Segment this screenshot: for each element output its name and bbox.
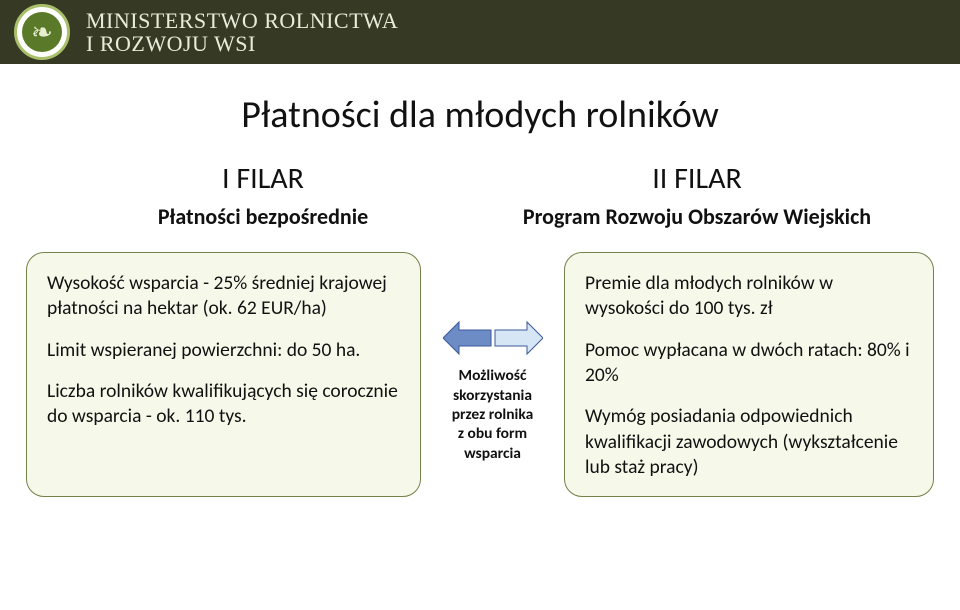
right-box-p2: Pomoc wypłacana w dwóch ratach: 80% i 20… (585, 338, 913, 389)
double-arrow-icon (443, 316, 543, 360)
left-box-p2: Limit wspieranej powierzchni: do 50 ha. (47, 338, 400, 363)
logo-disc: ❧ (22, 12, 62, 52)
slide-title: Płatności dla młodych rolników (26, 92, 934, 138)
middle-column: Możliwość skorzystania przez rolnika z o… (435, 252, 550, 497)
mid-l2: skorzystania (452, 386, 534, 405)
right-box-p3: Wymóg posiadania odpowiednich kwalifikac… (585, 404, 913, 480)
mid-l3: przez rolnika (452, 405, 534, 424)
leaf-icon: ❧ (31, 16, 53, 48)
pillar-left-name: I FILAR (66, 160, 460, 197)
pillar-left: I FILAR Płatności bezpośrednie (66, 160, 460, 230)
mid-l1: Możliwość (452, 366, 534, 385)
left-box-p1: Wysokość wsparcia - 25% średniej krajowe… (47, 271, 400, 322)
middle-caption: Możliwość skorzystania przez rolnika z o… (452, 366, 534, 463)
logo-ring: ❧ (14, 4, 70, 60)
pillar-right-subtitle: Program Rozwoju Obszarów Wiejskich (500, 203, 894, 230)
pillar-columns: I FILAR Płatności bezpośrednie II FILAR … (66, 160, 894, 230)
ministry-line1: MINISTERSTWO ROLNICTWA (86, 9, 398, 32)
arrow-right-icon (495, 322, 543, 354)
arrow-left-icon (443, 322, 491, 354)
mid-l5: wsparcia (452, 444, 534, 463)
mid-l4: z obu form (452, 424, 534, 443)
slide-body: Płatności dla młodych rolników I FILAR P… (0, 64, 960, 507)
ministry-line2: I ROZWOJU WSI (86, 32, 398, 55)
ministry-header: ❧ MINISTERSTWO ROLNICTWA I ROZWOJU WSI (0, 0, 960, 64)
right-box: Premie dla młodych rolników w wysokości … (564, 252, 934, 497)
ministry-name: MINISTERSTWO ROLNICTWA I ROZWOJU WSI (86, 9, 398, 55)
pillar-right-name: II FILAR (500, 160, 894, 197)
body-row: Wysokość wsparcia - 25% średniej krajowe… (26, 252, 934, 497)
left-box-p3: Liczba rolników kwalifikujących się coro… (47, 379, 400, 430)
pillar-left-subtitle: Płatności bezpośrednie (66, 203, 460, 230)
right-box-p1: Premie dla młodych rolników w wysokości … (585, 271, 913, 322)
left-box: Wysokość wsparcia - 25% średniej krajowe… (26, 252, 421, 497)
pillar-right: II FILAR Program Rozwoju Obszarów Wiejsk… (500, 160, 894, 230)
